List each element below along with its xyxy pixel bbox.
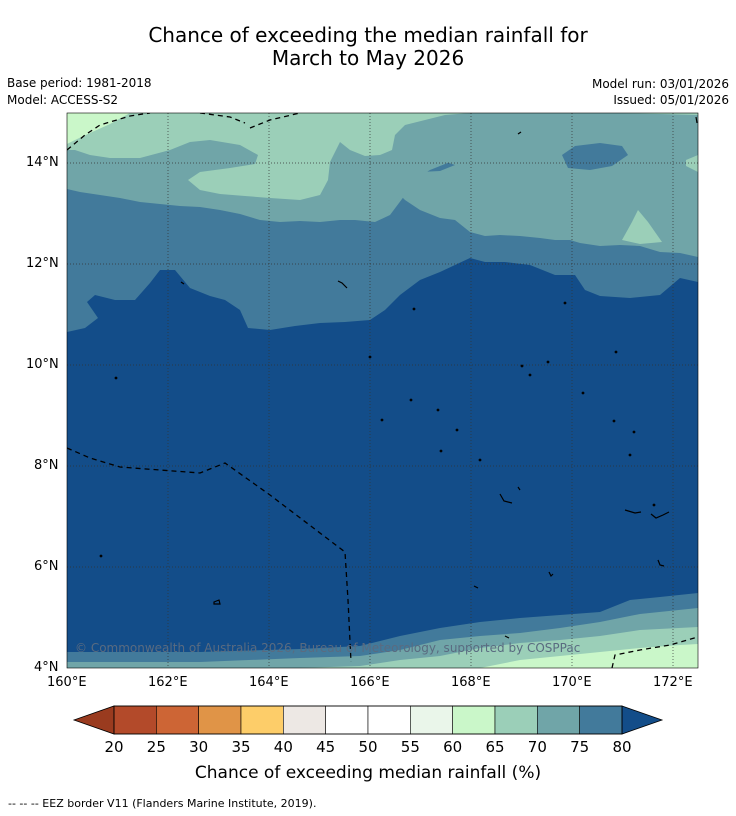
colorbar-tick-35: 35	[231, 738, 251, 756]
colorbar-tick-30: 30	[189, 738, 209, 756]
rainfall-map	[67, 113, 698, 668]
band-65-70	[67, 113, 698, 200]
lon-tick-168: 168°E	[451, 675, 491, 690]
colorbar-cell-20-25	[113, 705, 157, 735]
colorbar-tick-45: 45	[316, 738, 336, 756]
colorbar-cell-25-30	[156, 705, 199, 735]
colorbar-cell-40-45	[283, 705, 326, 735]
colorbar-tick-60: 60	[443, 738, 463, 756]
chart-title-line1: Chance of exceeding the median rainfall …	[148, 23, 588, 47]
lat-tick-12: 12°N	[26, 256, 59, 271]
graticule	[67, 113, 698, 668]
colorbar-tick-70: 70	[527, 738, 547, 756]
eez-footnote: -- -- -- EEZ border V11 (Flanders Marine…	[8, 797, 317, 810]
eez-borders	[67, 113, 698, 668]
colorbar-frame	[113, 705, 623, 735]
colorbar-tick-55: 55	[400, 738, 420, 756]
colorbar-cell-75-80	[579, 705, 623, 735]
lon-tick-160: 160°E	[47, 675, 87, 690]
band-70-75	[67, 113, 698, 257]
colorbar-tick-80: 80	[612, 738, 632, 756]
lat-tick-6: 6°N	[34, 559, 59, 574]
lon-tick-170: 170°E	[552, 675, 592, 690]
lon-tick-172: 172°E	[653, 675, 693, 690]
model-run-text: Model run: 03/01/2026	[591, 77, 729, 91]
colorbar-cell-35-40	[240, 705, 284, 735]
band-65-70-blob	[622, 210, 662, 244]
south-band-60-65	[480, 644, 698, 668]
base-period-text: Base period: 1981-2018	[7, 76, 152, 90]
colorbar-cell-55-60	[410, 705, 453, 735]
colorbar-tick-25: 25	[146, 738, 166, 756]
band-70-75-blob	[562, 143, 628, 170]
map-frame	[66, 112, 699, 669]
copyright-text: © Commonwealth of Australia 2026, Bureau…	[75, 641, 581, 655]
lat-tick-10: 10°N	[26, 357, 59, 372]
colorbar-label: Chance of exceeding median rainfall (%)	[194, 763, 542, 783]
colorbar-cell-45-50	[325, 705, 369, 735]
colorbar-under-arrow	[72, 705, 115, 735]
lat-tick-8: 8°N	[34, 458, 59, 473]
colorbar-tick-50: 50	[358, 738, 378, 756]
colorbar-tick-20: 20	[104, 738, 124, 756]
model-text: Model: ACCESS-S2	[7, 93, 119, 107]
lon-tick-166: 166°E	[350, 675, 390, 690]
lat-tick-14: 14°N	[26, 155, 59, 170]
colorbar-cell-70-75	[537, 705, 580, 735]
colorbar-cell-30-35	[198, 705, 242, 735]
chart-title-line2: March to May 2026	[271, 46, 465, 70]
colorbar-cell-50-55	[367, 705, 411, 735]
colorbar-tick-40: 40	[273, 738, 293, 756]
colorbar	[72, 705, 664, 735]
colorbar-over-arrow	[621, 705, 664, 735]
band-65-70-edge	[686, 155, 698, 172]
colorbar-tick-75: 75	[570, 738, 590, 756]
colorbar-cell-60-65	[452, 705, 496, 735]
colorbar-tick-65: 65	[485, 738, 505, 756]
issued-text: Issued: 05/01/2026	[613, 93, 729, 107]
islands	[99, 116, 698, 639]
colorbar-cell-65-70	[494, 705, 538, 735]
lon-tick-164: 164°E	[249, 675, 289, 690]
lon-tick-162: 162°E	[148, 675, 188, 690]
lat-tick-4: 4°N	[34, 660, 59, 675]
